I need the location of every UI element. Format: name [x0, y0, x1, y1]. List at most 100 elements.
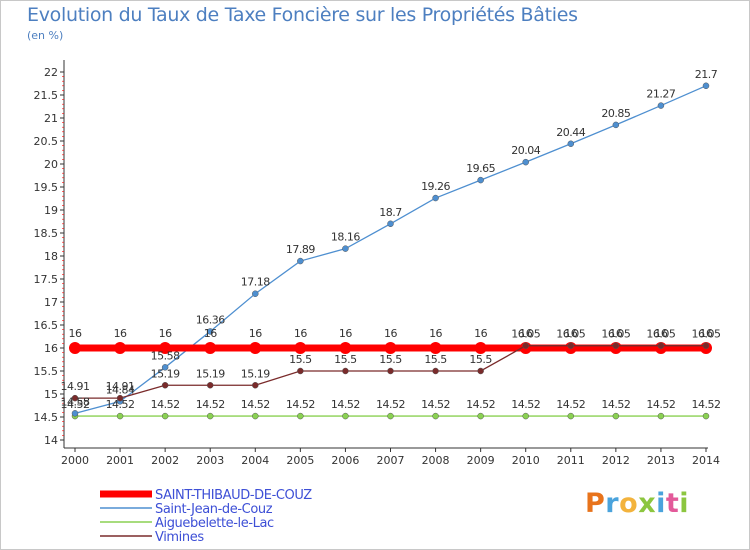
series-point-0: [474, 342, 487, 354]
series-point-1: [612, 121, 620, 129]
series-point-3: [387, 367, 394, 375]
data-label: 15.5: [334, 353, 357, 366]
y-tick-label: 18.5: [34, 227, 59, 240]
data-label: 14.52: [151, 398, 180, 411]
data-label: 14.58: [61, 395, 90, 408]
data-label: 14.52: [331, 398, 360, 411]
series-point-1: [702, 82, 710, 90]
series-point-0: [339, 342, 352, 354]
series-point-3: [252, 382, 259, 389]
x-tick-label: 2005: [286, 454, 314, 467]
data-label: 16: [564, 327, 577, 340]
data-label: 14.91: [106, 380, 135, 393]
chart-subtitle: (en %): [27, 29, 64, 42]
legend-label-2: Aiguebelette-le-Lac: [155, 516, 274, 531]
x-tick-label: 2000: [61, 454, 89, 467]
x-tick-label: 2010: [512, 454, 540, 467]
data-label: 16.05: [556, 328, 585, 341]
y-tick-label: 21: [44, 112, 58, 125]
data-label: 14.52: [421, 398, 450, 411]
x-tick-label: 2011: [557, 454, 585, 467]
data-label: 15.19: [151, 367, 180, 380]
data-label: 20.85: [601, 107, 630, 120]
series-point-3: [657, 342, 665, 349]
x-tick-label: 2012: [602, 454, 630, 467]
data-label: 16: [384, 327, 397, 340]
data-label: 16.05: [646, 328, 675, 341]
y-tick-label: 19: [44, 204, 58, 217]
y-tick-label: 14.5: [34, 411, 59, 424]
x-tick-label: 2014: [692, 454, 720, 467]
series-point-2: [297, 412, 304, 420]
data-label: 18.7: [379, 206, 402, 219]
y-tick-label: 17: [44, 296, 58, 309]
series-point-2: [161, 412, 169, 420]
series-point-0: [294, 342, 307, 354]
proxiti-logo: Proxiti: [585, 488, 690, 519]
data-label: 15.5: [289, 353, 312, 366]
data-label: 15.19: [196, 367, 225, 380]
series-point-2: [387, 412, 394, 420]
series-point-2: [522, 412, 529, 420]
data-label: 20.44: [556, 126, 585, 139]
data-label: 14.52: [286, 398, 315, 411]
data-label: 16: [69, 327, 82, 340]
data-label: 16: [294, 327, 307, 340]
series-point-2: [612, 412, 620, 420]
series-point-2: [342, 412, 349, 420]
y-tick-label: 22: [44, 66, 58, 79]
y-tick-label: 20.5: [34, 135, 59, 148]
series-point-2: [657, 412, 665, 420]
data-label: 17.18: [241, 276, 270, 289]
y-tick-label: 16.5: [34, 319, 59, 332]
data-label: 20.04: [511, 144, 540, 157]
series-point-1: [206, 328, 214, 335]
data-label: 15.19: [241, 367, 270, 380]
series-point-1: [432, 194, 439, 202]
series-point-1: [71, 410, 79, 417]
y-tick-label: 15.5: [34, 365, 59, 378]
data-label: 16: [249, 327, 262, 340]
data-label: 19.26: [421, 180, 450, 193]
data-label: 15.58: [151, 349, 180, 362]
y-tick-label: 16: [44, 342, 58, 355]
data-label: 14.91: [61, 380, 90, 393]
data-label: 16: [339, 327, 352, 340]
x-tick-label: 2013: [647, 454, 675, 467]
series-point-3: [477, 367, 484, 375]
y-tick-label: 20: [44, 158, 58, 171]
series-point-0: [429, 342, 442, 354]
series-point-3: [161, 382, 169, 389]
y-tick-label: 19.5: [34, 181, 59, 194]
x-tick-label: 2007: [377, 454, 405, 467]
data-label: 16: [474, 327, 487, 340]
series-point-3: [567, 342, 575, 349]
data-label: 14.52: [692, 398, 721, 411]
data-label: 14.52: [601, 398, 630, 411]
data-label: 16.05: [601, 328, 630, 341]
y-tick-label: 15: [44, 388, 58, 401]
data-label: 16: [114, 327, 127, 340]
series-point-0: [249, 342, 262, 354]
data-label: 16: [654, 327, 667, 340]
data-label: 15.5: [469, 353, 492, 366]
data-label: 17.89: [286, 243, 315, 256]
legend-label-0: SAINT-THIBAUD-DE-COUZ: [155, 488, 312, 503]
series-point-3: [206, 382, 214, 389]
x-tick-label: 2003: [196, 454, 224, 467]
y-tick-label: 21.5: [34, 89, 59, 102]
series-point-3: [116, 394, 124, 402]
series-point-1: [297, 257, 304, 265]
series-point-0: [69, 342, 81, 354]
data-label: 16.36: [196, 313, 225, 326]
x-tick-label: 2002: [151, 454, 179, 467]
data-label: 21.7: [695, 68, 718, 81]
data-label: 16: [609, 327, 622, 340]
data-label: 16: [204, 327, 217, 340]
data-label: 15.5: [424, 353, 447, 366]
data-label: 16: [519, 327, 532, 340]
data-label: 14.52: [196, 398, 225, 411]
data-label: 14.52: [511, 398, 540, 411]
data-label: 16.05: [692, 328, 721, 341]
